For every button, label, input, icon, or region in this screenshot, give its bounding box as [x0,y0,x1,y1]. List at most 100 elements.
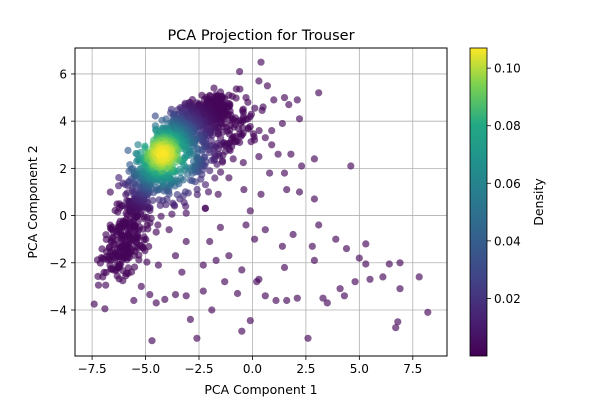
plot-frame [74,47,448,357]
data-point [237,132,245,140]
data-point [362,240,370,248]
y-tick-label: −4 [49,303,67,317]
y-tick-label: 6 [59,67,67,81]
data-point [117,226,125,235]
data-point [110,228,118,236]
data-point [146,291,154,299]
data-point [143,258,151,266]
data-point [214,130,222,138]
chart-title: PCA Projection for Trouser [167,28,354,44]
data-point [246,207,254,215]
data-point [186,315,194,323]
data-point [193,334,201,342]
data-point [289,230,297,239]
data-point [225,252,233,260]
data-point [379,273,387,281]
data-point [171,252,180,260]
data-point [287,150,295,158]
data-point [106,188,114,196]
data-point [229,155,237,163]
data-point [249,130,257,138]
y-tick-label: 4 [59,115,67,129]
data-point [355,254,363,262]
data-point [189,157,198,166]
data-point [323,299,331,307]
data-point [199,287,207,295]
data-point [117,260,125,268]
data-point [90,300,98,308]
y-tick-label: 0 [59,209,67,223]
data-point [225,174,233,182]
data-point [319,294,327,302]
data-point [257,190,265,198]
data-point [336,285,344,293]
data-point [201,204,209,212]
data-point [233,289,242,298]
x-tick-label: −5.0 [131,362,160,376]
data-point [239,159,247,167]
data-point [165,226,173,234]
data-point [274,150,282,158]
data-point [242,221,250,229]
data-point [293,294,301,302]
colorbar-tick-label: 0.08 [494,119,521,133]
data-point [118,253,126,261]
data-point [160,150,168,158]
data-point [255,77,263,85]
data-point [236,85,244,93]
data-point [362,260,370,268]
data-point [134,226,143,234]
data-point [135,256,143,264]
data-point [315,89,323,97]
data-point [240,186,248,194]
x-tick-label: −7.5 [78,362,107,376]
data-point [272,296,280,305]
data-point [246,317,254,325]
data-point [110,241,118,249]
data-point [246,112,254,121]
x-tick-label: 2.5 [296,362,315,376]
data-point [347,162,355,170]
data-point [310,256,318,264]
data-point [283,296,291,305]
data-point [155,196,163,204]
data-point [204,188,213,196]
data-point [201,181,210,189]
data-point [182,237,190,246]
data-point [221,278,229,286]
data-point [206,237,214,246]
data-point [119,267,127,275]
data-point [199,261,207,269]
data-point [193,191,201,199]
colorbar-tick-label: 0.10 [494,62,521,76]
data-point [298,162,306,170]
data-point [332,235,340,243]
data-point [266,169,274,177]
x-axis-ticks: −7.5 −5.0 −2.5 0.0 2.5 5.0 7.5 [78,356,422,376]
data-point [270,96,278,104]
data-point [304,334,312,342]
data-point [123,189,131,197]
data-point [268,141,276,149]
data-point [226,100,234,108]
data-points [90,58,432,345]
data-point [247,138,255,146]
data-point [239,105,247,113]
colorbar-tick-label: 0.02 [494,292,521,306]
data-point [134,244,142,252]
data-point [169,199,177,207]
data-point [123,231,131,239]
data-point [366,275,374,283]
colorbar [469,47,488,357]
data-point [261,226,269,234]
data-point [102,281,110,289]
data-point [107,265,115,273]
data-point [115,174,123,182]
data-point [137,282,145,290]
data-point [216,223,224,231]
data-point [206,167,214,175]
data-point [396,285,404,293]
data-point [293,96,301,104]
